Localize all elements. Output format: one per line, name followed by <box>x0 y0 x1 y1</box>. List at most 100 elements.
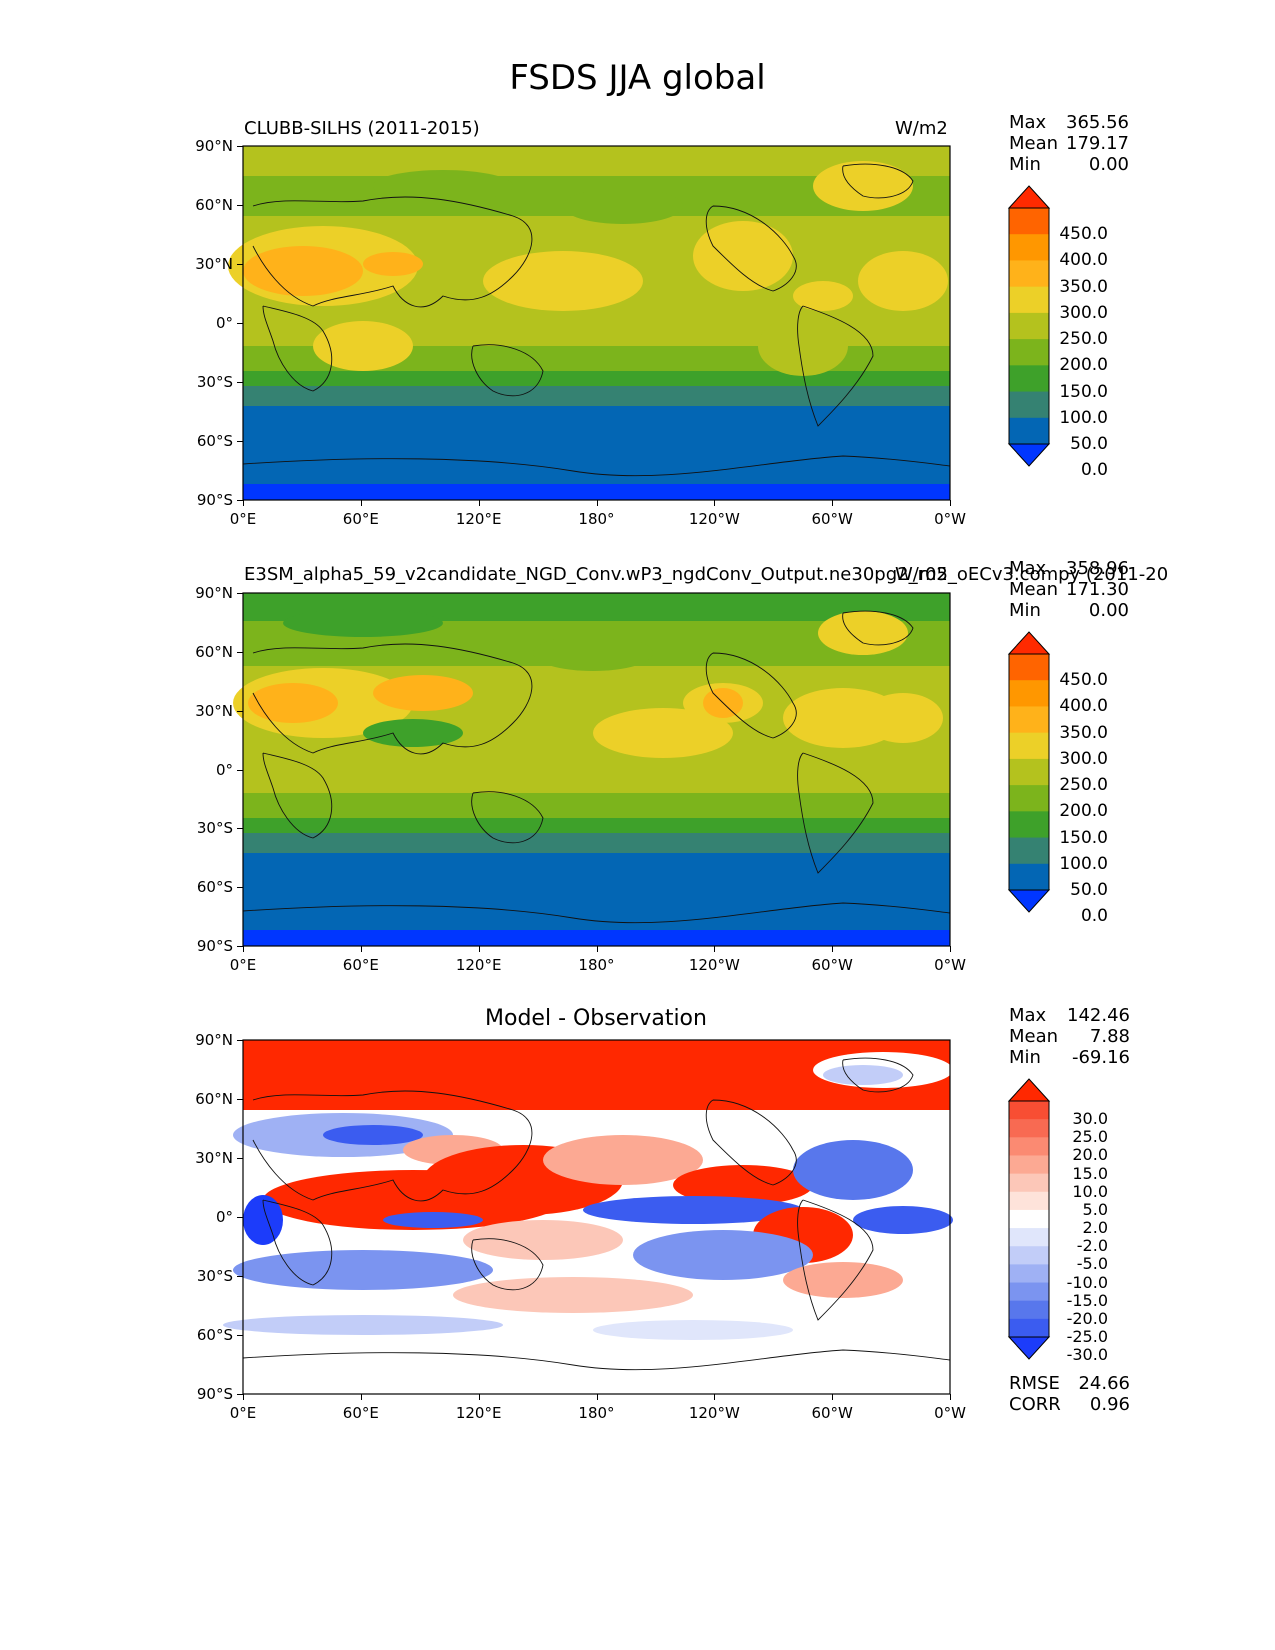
colorbar-segment <box>1009 654 1049 681</box>
colorbar-frame <box>1008 207 1050 445</box>
colorbar-level-label: -10.0 <box>1066 1272 1108 1292</box>
colorbar-level-label: -15.0 <box>1066 1290 1108 1310</box>
colorbar-level-label: 20.0 <box>1072 1145 1108 1165</box>
lon-tick-mark <box>243 946 244 952</box>
lat-tick-label: 0° <box>215 760 233 779</box>
lon-tick-mark <box>950 1394 951 1400</box>
colorbar-segment <box>1009 1209 1049 1229</box>
colorbar-level-label: 0.0 <box>1080 906 1108 927</box>
colorbar-segment <box>1009 758 1049 786</box>
lat-tick-mark <box>237 1394 243 1395</box>
lat-tick-label: 30°S <box>196 1267 233 1285</box>
lon-tick-label: 180° <box>578 956 615 974</box>
colorbar-level-label: 10.0 <box>1072 1181 1108 1201</box>
lon-tick-label: 0°E <box>229 510 257 528</box>
colorbar-extend-max <box>1007 185 1051 209</box>
colorbar-level-label: 30.0 <box>1072 1109 1108 1129</box>
lat-tick-label: 0° <box>215 314 233 332</box>
lon-tick-label: 120°W <box>688 956 740 974</box>
lon-tick-mark <box>360 946 362 952</box>
colorbar-segment <box>1009 1246 1049 1265</box>
colorbar-segment <box>1009 1101 1049 1120</box>
lon-tick-label: 120°E <box>455 1404 502 1422</box>
lat-tick-mark <box>237 146 243 147</box>
panel2-left-title: E3SM_alpha5_59_v2candidate_NGD_Conv.wP3_… <box>244 564 1169 585</box>
colorbar-level-label: 250.0 <box>1059 329 1108 350</box>
lat-tick-mark <box>237 382 243 383</box>
colorbar-level-label: -20.0 <box>1066 1308 1108 1328</box>
panel1-stat-min: Min 0.00 <box>1009 154 1129 175</box>
lon-tick-label: 60°E <box>342 510 379 528</box>
colorbar-extend-min <box>1007 443 1051 467</box>
colorbar-level-label: 350.0 <box>1059 722 1108 743</box>
lon-tick-label: 120°E <box>455 510 502 528</box>
colorbar-level-label: 400.0 <box>1059 250 1108 271</box>
colorbar-level-label: 2.0 <box>1082 1218 1108 1238</box>
colorbar-segment <box>1009 1119 1049 1138</box>
colorbar-segment <box>1009 1300 1049 1320</box>
colorbar-level-label: -2.0 <box>1076 1236 1108 1256</box>
lat-tick-label: 60°N <box>195 642 233 661</box>
lat-tick-label: 30°N <box>195 1149 233 1167</box>
lat-tick-label: 90°S <box>196 1385 233 1403</box>
lat-tick-mark <box>237 1217 243 1218</box>
colorbar-level-label: 450.0 <box>1059 224 1108 245</box>
lon-tick-mark <box>478 500 480 506</box>
colorbar-segment <box>1009 706 1049 734</box>
panel1-stat-mean: Mean 179.17 <box>1009 133 1129 154</box>
panel1-stat-max: Max 365.56 <box>1009 112 1129 133</box>
colorbar-segment <box>1009 863 1049 891</box>
colorbar-level-label: -5.0 <box>1076 1254 1108 1274</box>
lat-tick-mark <box>237 323 243 324</box>
lon-tick-mark <box>950 500 951 506</box>
colorbar-segment <box>1009 1155 1049 1175</box>
panel2-stat-max: Max 358.96 <box>1009 558 1129 579</box>
lon-tick-mark <box>360 500 362 506</box>
lat-tick-label: 60°S <box>196 432 233 450</box>
colorbar-segment <box>1009 680 1049 707</box>
colorbar-extend-max <box>1007 631 1051 655</box>
lat-tick-mark <box>237 769 243 771</box>
panel1-left-title: CLUBB-SILHS (2011-2015) <box>244 118 480 139</box>
colorbar-segment <box>1009 811 1049 839</box>
panel2-units: W/m2 <box>895 564 948 585</box>
lon-tick-label: 180° <box>578 1404 615 1422</box>
colorbar-level-label: 15.0 <box>1072 1163 1108 1183</box>
colorbar-segment <box>1009 260 1049 288</box>
lat-tick-mark <box>237 205 243 206</box>
lat-tick-mark <box>237 710 243 712</box>
lon-tick-label: 60°E <box>342 956 379 974</box>
lon-tick-label: 0°E <box>229 1404 257 1422</box>
colorbar-segment <box>1009 208 1049 235</box>
colorbar-level-label: 200.0 <box>1059 801 1108 822</box>
lat-tick-mark <box>237 1158 243 1159</box>
lon-tick-label: 0°W <box>934 510 966 528</box>
lat-tick-label: 90°N <box>195 584 233 602</box>
lon-tick-mark <box>714 946 716 952</box>
lat-tick-mark <box>237 828 243 830</box>
lon-tick-mark <box>243 1394 244 1400</box>
lat-tick-mark <box>237 887 243 889</box>
lon-tick-mark <box>360 1394 362 1400</box>
colorbar-segment <box>1009 234 1049 261</box>
colorbar-level-label: 100.0 <box>1059 853 1108 874</box>
colorbar-level-label: 400.0 <box>1059 696 1108 717</box>
colorbar-level-label: -25.0 <box>1066 1327 1108 1346</box>
lat-tick-label: 30°S <box>196 373 233 391</box>
colorbar-segment <box>1009 1173 1049 1193</box>
lon-tick-mark <box>832 946 834 952</box>
panel3-stat-min: Min -69.16 <box>1009 1047 1130 1068</box>
panel3-stat-rmse: RMSE 24.66 <box>1009 1373 1130 1394</box>
lat-tick-label: 60°N <box>195 1090 233 1108</box>
lat-tick-mark <box>237 1040 243 1041</box>
lat-tick-mark <box>237 946 243 947</box>
colorbar-level-label: 350.0 <box>1059 276 1108 297</box>
colorbar-frame <box>1008 1100 1050 1338</box>
lat-tick-label: 90°N <box>195 1031 233 1049</box>
colorbar-segment <box>1009 1264 1049 1284</box>
lat-tick-mark <box>237 593 243 594</box>
colorbar-segment <box>1009 1228 1049 1247</box>
lon-tick-mark <box>832 500 834 506</box>
colorbar-level-label: 100.0 <box>1059 407 1108 428</box>
colorbar-extend-max <box>1007 1078 1051 1102</box>
